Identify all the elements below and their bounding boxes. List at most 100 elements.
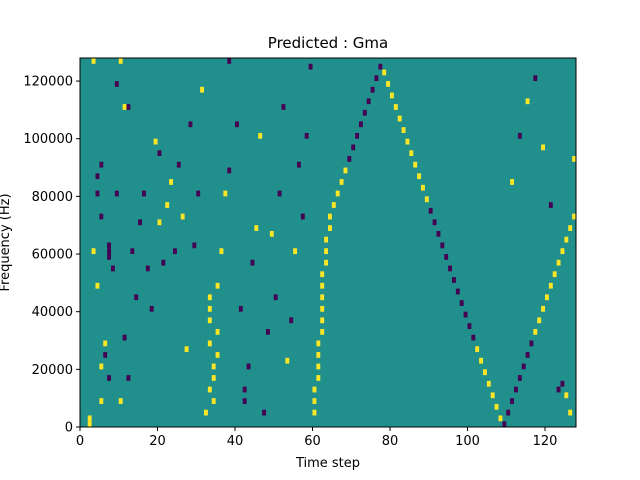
heatmap-cell — [215, 352, 220, 358]
y-tick-label: 40000 — [32, 305, 73, 320]
heatmap-cell — [541, 144, 546, 151]
heatmap-cell — [459, 300, 464, 306]
heatmap-cell — [556, 259, 561, 266]
heatmap-cell — [254, 225, 259, 231]
heatmap-cell — [328, 213, 332, 220]
heatmap-cell — [320, 282, 325, 289]
heatmap-cell — [440, 242, 445, 249]
heatmap-cell — [560, 380, 565, 387]
heatmap-cell — [448, 265, 453, 272]
heatmap-cell — [483, 369, 487, 376]
heatmap-cell — [510, 398, 515, 404]
heatmap-cell — [227, 58, 232, 64]
heatmap-cell — [207, 386, 212, 393]
heatmap-cell — [180, 213, 185, 220]
heatmap-cell — [533, 75, 538, 82]
heatmap-cell — [393, 104, 398, 110]
heatmap-cell — [529, 340, 534, 347]
heatmap-cell — [114, 81, 119, 87]
heatmap-cell — [339, 179, 344, 185]
heatmap-cell — [417, 173, 422, 180]
heatmap-cell — [300, 213, 305, 220]
x-tick-label: 0 — [76, 434, 84, 449]
heatmap-cell — [173, 248, 177, 255]
heatmap-cell — [219, 248, 224, 255]
y-tick-label: 0 — [65, 421, 73, 436]
heatmap-cell — [165, 202, 170, 208]
heatmap-cell — [463, 311, 468, 318]
heatmap-cell — [250, 259, 255, 266]
y-tick-label: 20000 — [32, 363, 73, 378]
heatmap-cell — [517, 132, 522, 139]
heatmap-cell — [122, 334, 127, 341]
heatmap-cell — [130, 248, 135, 255]
heatmap-cell — [479, 357, 484, 364]
heatmap-cell — [149, 305, 154, 312]
heatmap-cell — [331, 202, 336, 208]
heatmap-cell — [409, 150, 414, 157]
heatmap-cell — [556, 386, 561, 393]
heatmap-cell — [289, 317, 294, 324]
heatmap-cell — [169, 179, 174, 185]
heatmap-cell — [235, 121, 239, 128]
heatmap-cell — [517, 375, 522, 381]
heatmap-cell — [324, 248, 329, 255]
x-tick-label: 40 — [227, 434, 244, 449]
y-axis-label: Frequency (Hz) — [0, 193, 13, 291]
heatmap-cell — [103, 340, 108, 347]
axis-ticks: 0 20 40 60 80 100 120 0 20000 40000 60000 80000 1000… — [23, 75, 557, 449]
heatmap-cell — [316, 352, 321, 358]
heatmap-cell — [347, 156, 352, 162]
heatmap-cell — [498, 415, 503, 422]
heatmap-cell — [266, 328, 270, 335]
heatmap-cell — [405, 138, 410, 145]
heatmap-cell — [359, 121, 363, 128]
heatmap-cell — [107, 242, 112, 249]
heatmap-cell — [87, 421, 92, 427]
heatmap-cell — [378, 63, 383, 70]
x-axis-label: Time step — [295, 456, 360, 471]
heatmap-cell — [351, 144, 356, 151]
heatmap-cell — [324, 236, 329, 243]
heatmap-cell — [262, 409, 267, 416]
heatmap-cell — [568, 409, 573, 416]
heatmap-cell — [545, 294, 549, 301]
heatmap-cell — [548, 202, 553, 208]
plot-frame — [79, 57, 577, 428]
y-tick-label: 80000 — [32, 190, 73, 205]
heatmap-cell — [153, 138, 158, 145]
heatmap-cell — [215, 282, 220, 289]
x-tick-label: 60 — [304, 434, 321, 449]
y-tick-label: 100000 — [23, 132, 73, 147]
heatmap-cell — [157, 219, 162, 226]
heatmap-cell — [211, 363, 216, 370]
heatmap-cell — [99, 213, 104, 220]
heatmap-cell — [560, 248, 565, 255]
heatmap-cells — [80, 58, 577, 427]
heatmap-cell — [184, 346, 189, 353]
heatmap-cell — [99, 363, 104, 370]
heatmap-cell — [157, 150, 162, 157]
heatmap-cell — [521, 363, 526, 370]
heatmap-cell — [525, 352, 530, 358]
heatmap-cell — [320, 317, 325, 324]
heatmap-cell — [87, 415, 92, 422]
heatmap-cell — [145, 265, 150, 272]
heatmap-cell — [111, 265, 115, 272]
heatmap-cell — [541, 305, 546, 312]
heatmap-cell — [548, 282, 553, 289]
heatmap-cell — [196, 190, 201, 197]
heatmap-cell — [510, 179, 515, 185]
y-tick-label: 120000 — [23, 75, 73, 90]
heatmap-cell — [107, 248, 112, 255]
heatmap-cell — [118, 58, 123, 64]
heatmap-cell — [537, 317, 542, 324]
heatmap-cell — [421, 184, 425, 191]
heatmap-cell — [200, 86, 205, 93]
heatmap-cell — [297, 161, 301, 168]
heatmap-cell — [436, 230, 441, 237]
heatmap-cell — [355, 132, 360, 139]
heatmap-cell — [99, 161, 104, 168]
heatmap-cell — [362, 109, 367, 116]
heatmap-cell — [312, 398, 317, 404]
